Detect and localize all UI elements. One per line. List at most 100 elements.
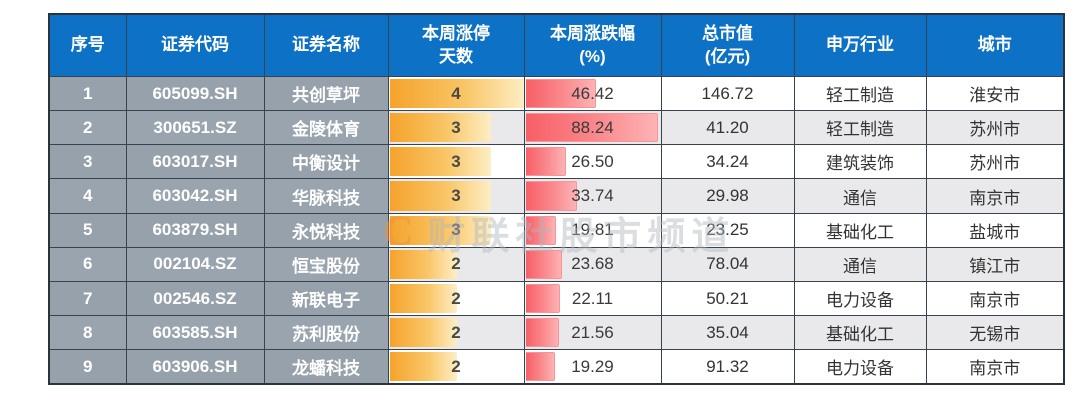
table-row: 4 603042.SH 华脉科技 3 33.74 29.98 通信 南京市 [48, 178, 1065, 214]
cell-city: 无锡市 [925, 315, 1065, 351]
cell-city: 南京市 [925, 280, 1065, 317]
days-bar [389, 79, 523, 109]
cell-market-cap: 41.20 [660, 110, 795, 146]
cell-market-cap: 78.04 [660, 246, 795, 282]
cell-limit-up-days: 3 [387, 144, 525, 180]
cell-city: 苏州市 [925, 144, 1065, 180]
cell-weekly-change: 22.11 [523, 280, 662, 317]
cell-code: 603042.SH [125, 178, 265, 214]
days-bar [389, 113, 491, 143]
table-row: 7 002546.SZ 新联电子 2 22.11 50.21 电力设备 南京市 [48, 280, 1065, 317]
cell-city: 南京市 [925, 178, 1065, 214]
cell-industry: 电力设备 [793, 280, 927, 317]
cell-industry: 通信 [793, 246, 927, 282]
cell-weekly-change: 88.24 [523, 110, 662, 146]
cell-index: 1 [48, 75, 127, 112]
cell-city: 南京市 [925, 349, 1065, 385]
days-bar [389, 352, 457, 381]
table-row: 8 603585.SH 苏利股份 2 21.56 35.04 基础化工 无锡市 [48, 315, 1065, 351]
cell-weekly-change: 21.56 [523, 315, 662, 351]
cell-limit-up-days: 2 [387, 349, 525, 385]
cell-name: 恒宝股份 [263, 246, 389, 282]
cell-name: 龙蟠科技 [263, 349, 389, 385]
cell-limit-up-days: 4 [387, 75, 525, 112]
cell-code: 002104.SZ [125, 246, 265, 282]
cell-name: 永悦科技 [263, 212, 389, 248]
change-bar [525, 181, 577, 211]
col-header-limit-up-days: 本周涨停 天数 [387, 13, 525, 77]
col-header-market-cap: 总市值 (亿元) [660, 13, 795, 77]
change-bar [525, 147, 567, 177]
cell-market-cap: 91.32 [660, 349, 795, 385]
col-header-city: 城市 [925, 13, 1065, 77]
table-body: 1 605099.SH 共创草坪 4 46.42 146.72 轻工制造 淮安市… [48, 75, 1065, 385]
change-bar [525, 249, 562, 279]
cell-industry: 轻工制造 [793, 110, 927, 146]
cell-name: 共创草坪 [263, 75, 389, 112]
cell-city: 淮安市 [925, 75, 1065, 112]
cell-limit-up-days: 3 [387, 110, 525, 146]
cell-index: 3 [48, 144, 127, 180]
cell-market-cap: 34.24 [660, 144, 795, 180]
cell-name: 苏利股份 [263, 315, 389, 351]
cell-city: 镇江市 [925, 246, 1065, 282]
cell-index: 9 [48, 349, 127, 385]
change-bar [525, 318, 559, 348]
cell-market-cap: 50.21 [660, 280, 795, 317]
cell-weekly-change: 33.74 [523, 178, 662, 214]
cell-index: 2 [48, 110, 127, 146]
cell-limit-up-days: 2 [387, 315, 525, 351]
cell-index: 4 [48, 178, 127, 214]
change-bar [525, 352, 556, 381]
cell-city: 盐城市 [925, 212, 1065, 248]
cell-industry: 基础化工 [793, 212, 927, 248]
cell-index: 8 [48, 315, 127, 351]
days-bar [389, 147, 491, 177]
cell-code: 603017.SH [125, 144, 265, 180]
days-bar [389, 215, 491, 245]
table-header: 序号 证券代码 证券名称 本周涨停 天数 本周涨跌幅 (%) 总市值 (亿元) 申万行… [48, 13, 1065, 77]
cell-name: 华脉科技 [263, 178, 389, 214]
col-header-industry: 申万行业 [793, 13, 927, 77]
days-bar [389, 283, 457, 314]
cell-industry: 轻工制造 [793, 75, 927, 112]
col-header-weekly-change: 本周涨跌幅 (%) [523, 13, 662, 77]
cell-code: 605099.SH [125, 75, 265, 112]
table-row: 1 605099.SH 共创草坪 4 46.42 146.72 轻工制造 淮安市 [48, 75, 1065, 112]
days-bar [389, 249, 457, 279]
cell-industry: 电力设备 [793, 349, 927, 385]
cell-limit-up-days: 2 [387, 246, 525, 282]
cell-city: 苏州市 [925, 110, 1065, 146]
col-header-code: 证券代码 [125, 13, 265, 77]
change-bar [525, 215, 557, 245]
cell-industry: 建筑装饰 [793, 144, 927, 180]
cell-limit-up-days: 3 [387, 178, 525, 214]
cell-weekly-change: 26.50 [523, 144, 662, 180]
cell-code: 603585.SH [125, 315, 265, 351]
col-header-index: 序号 [48, 13, 127, 77]
col-header-name: 证券名称 [263, 13, 389, 77]
days-bar [389, 318, 457, 348]
cell-market-cap: 23.25 [660, 212, 795, 248]
change-bar [525, 283, 560, 314]
cell-name: 新联电子 [263, 280, 389, 317]
cell-weekly-change: 19.81 [523, 212, 662, 248]
cell-index: 5 [48, 212, 127, 248]
cell-industry: 基础化工 [793, 315, 927, 351]
table-row: 9 603906.SH 龙蟠科技 2 19.29 91.32 电力设备 南京市 [48, 349, 1065, 385]
cell-market-cap: 146.72 [660, 75, 795, 112]
table-row: 2 300651.SZ 金陵体育 3 88.24 41.20 轻工制造 苏州市 [48, 110, 1065, 146]
stock-table: 序号 证券代码 证券名称 本周涨停 天数 本周涨跌幅 (%) 总市值 (亿元) 申万行… [48, 13, 1065, 385]
cell-code: 603879.SH [125, 212, 265, 248]
cell-index: 6 [48, 246, 127, 282]
cell-limit-up-days: 2 [387, 280, 525, 317]
change-bar [525, 113, 659, 143]
cell-market-cap: 29.98 [660, 178, 795, 214]
cell-code: 603906.SH [125, 349, 265, 385]
cell-market-cap: 35.04 [660, 315, 795, 351]
cell-limit-up-days: 3 [387, 212, 525, 248]
cell-weekly-change: 23.68 [523, 246, 662, 282]
cell-name: 中衡设计 [263, 144, 389, 180]
cell-code: 002546.SZ [125, 280, 265, 317]
cell-index: 7 [48, 280, 127, 317]
